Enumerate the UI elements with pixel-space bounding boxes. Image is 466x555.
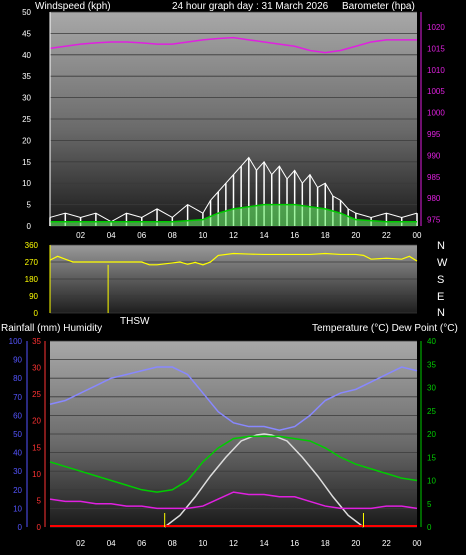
wind-series-line [49,156,418,223]
y2-tick-label: 1010 [427,66,445,75]
compass-label: S [437,274,444,286]
humidity-tick-label: 50 [13,430,22,439]
temp-tick-label: 10 [427,477,436,486]
y2-tick-label: 1005 [427,87,445,96]
x-tick-label: 12 [229,539,238,548]
temp-tick-label: 20 [427,430,436,439]
temp-dewpoint-axis-title: Temperature (°C) Dew Point (°C) [312,323,458,334]
x-tick-label: 08 [168,539,177,548]
compass-label: N [437,307,445,319]
compass-label: E [437,291,444,303]
temp-tick-label: 40 [427,337,436,346]
y2-tick-label: 1000 [427,109,445,118]
direction-tick-label: 180 [25,275,39,284]
x-tick-label: 06 [137,539,146,548]
direction-tick-label: 90 [29,292,38,301]
rain-humidity-axis-title: Rainfall (mm) Humidity [1,323,102,334]
humidity-line [49,366,418,432]
direction-tick-label: 360 [25,241,39,250]
x-tick-label: 16 [290,231,299,240]
x-tick-label: 18 [321,231,330,240]
thsw-label: THSW [120,316,150,327]
x-tick-label: 14 [260,231,269,240]
temp-tick-label: 30 [427,384,436,393]
barometer-line [49,36,417,54]
rain-tick-label: 5 [37,496,42,505]
windspeed-axis-title: Windspeed (kph) [35,1,111,12]
y-tick-label: 15 [22,158,31,167]
y2-tick-label: 975 [427,216,441,225]
wind-avg-line [50,203,417,223]
x-tick-label: 10 [198,539,207,548]
rain-tick-label: 25 [32,390,41,399]
chart-title: 24 hour graph day : 31 March 2026 [172,1,329,12]
compass-label: W [437,257,448,269]
y2-tick-label: 995 [427,130,441,139]
y-tick-label: 35 [22,72,31,81]
x-tick-label: 10 [198,231,207,240]
wind-avg-area [50,204,417,226]
direction-tick-label: 0 [34,309,39,318]
y-tick-label: 0 [27,222,32,231]
x-tick-label: 12 [229,231,238,240]
rain-tick-label: 20 [32,417,41,426]
x-tick-label: 02 [76,539,85,548]
y-tick-label: 45 [22,29,31,38]
temp-tick-label: 25 [427,407,436,416]
rain-tick-label: 30 [32,364,41,373]
humidity-tick-label: 70 [13,393,22,402]
direction-tick-label: 270 [25,258,39,267]
y-tick-label: 5 [27,201,32,210]
x-tick-label: 08 [168,231,177,240]
y-tick-label: 20 [22,136,31,145]
direction-line [49,252,418,266]
rain-tick-label: 15 [32,443,41,452]
y-tick-label: 40 [22,51,31,60]
temp-tick-label: 0 [427,523,432,532]
humidity-tick-label: 0 [18,523,23,532]
dewpoint-line [49,491,418,510]
x-tick-label: 06 [137,231,146,240]
y-tick-label: 50 [22,8,31,17]
x-tick-label: 14 [260,539,269,548]
compass-label: N [437,240,445,252]
x-tick-label: 16 [290,539,299,548]
humidity-tick-label: 40 [13,449,22,458]
humidity-tick-label: 60 [13,411,22,420]
x-tick-label: 20 [351,231,360,240]
y2-tick-label: 985 [427,173,441,182]
humidity-tick-label: 20 [13,486,22,495]
solar-line [164,433,364,528]
y2-tick-label: 990 [427,151,441,160]
humidity-tick-label: 80 [13,374,22,383]
humidity-tick-label: 10 [13,504,22,513]
temp-tick-label: 35 [427,360,436,369]
y-tick-label: 25 [22,115,31,124]
x-tick-label: 02 [76,231,85,240]
barometer-axis-title: Barometer (hpa) [342,1,415,12]
y-tick-label: 30 [22,94,31,103]
rain-tick-label: 10 [32,470,41,479]
x-tick-label: 18 [321,539,330,548]
y-tick-label: 10 [22,179,31,188]
temp-tick-label: 15 [427,453,436,462]
y2-tick-label: 980 [427,194,441,203]
x-tick-label: 20 [351,539,360,548]
humidity-tick-label: 90 [13,356,22,365]
x-tick-label: 04 [107,231,116,240]
x-tick-label: 22 [382,539,391,548]
temp-tick-label: 5 [427,500,432,509]
humidity-tick-label: 30 [13,467,22,476]
y2-tick-label: 1015 [427,44,445,53]
x-tick-label: 04 [107,539,116,548]
humidity-tick-label: 100 [9,337,23,346]
x-tick-label: 22 [382,231,391,240]
x-tick-label: 00 [413,231,422,240]
x-tick-label: 00 [413,539,422,548]
rain-tick-label: 0 [37,523,42,532]
y2-tick-label: 1020 [427,23,445,32]
rain-tick-label: 35 [32,337,41,346]
temperature-line [49,435,418,493]
